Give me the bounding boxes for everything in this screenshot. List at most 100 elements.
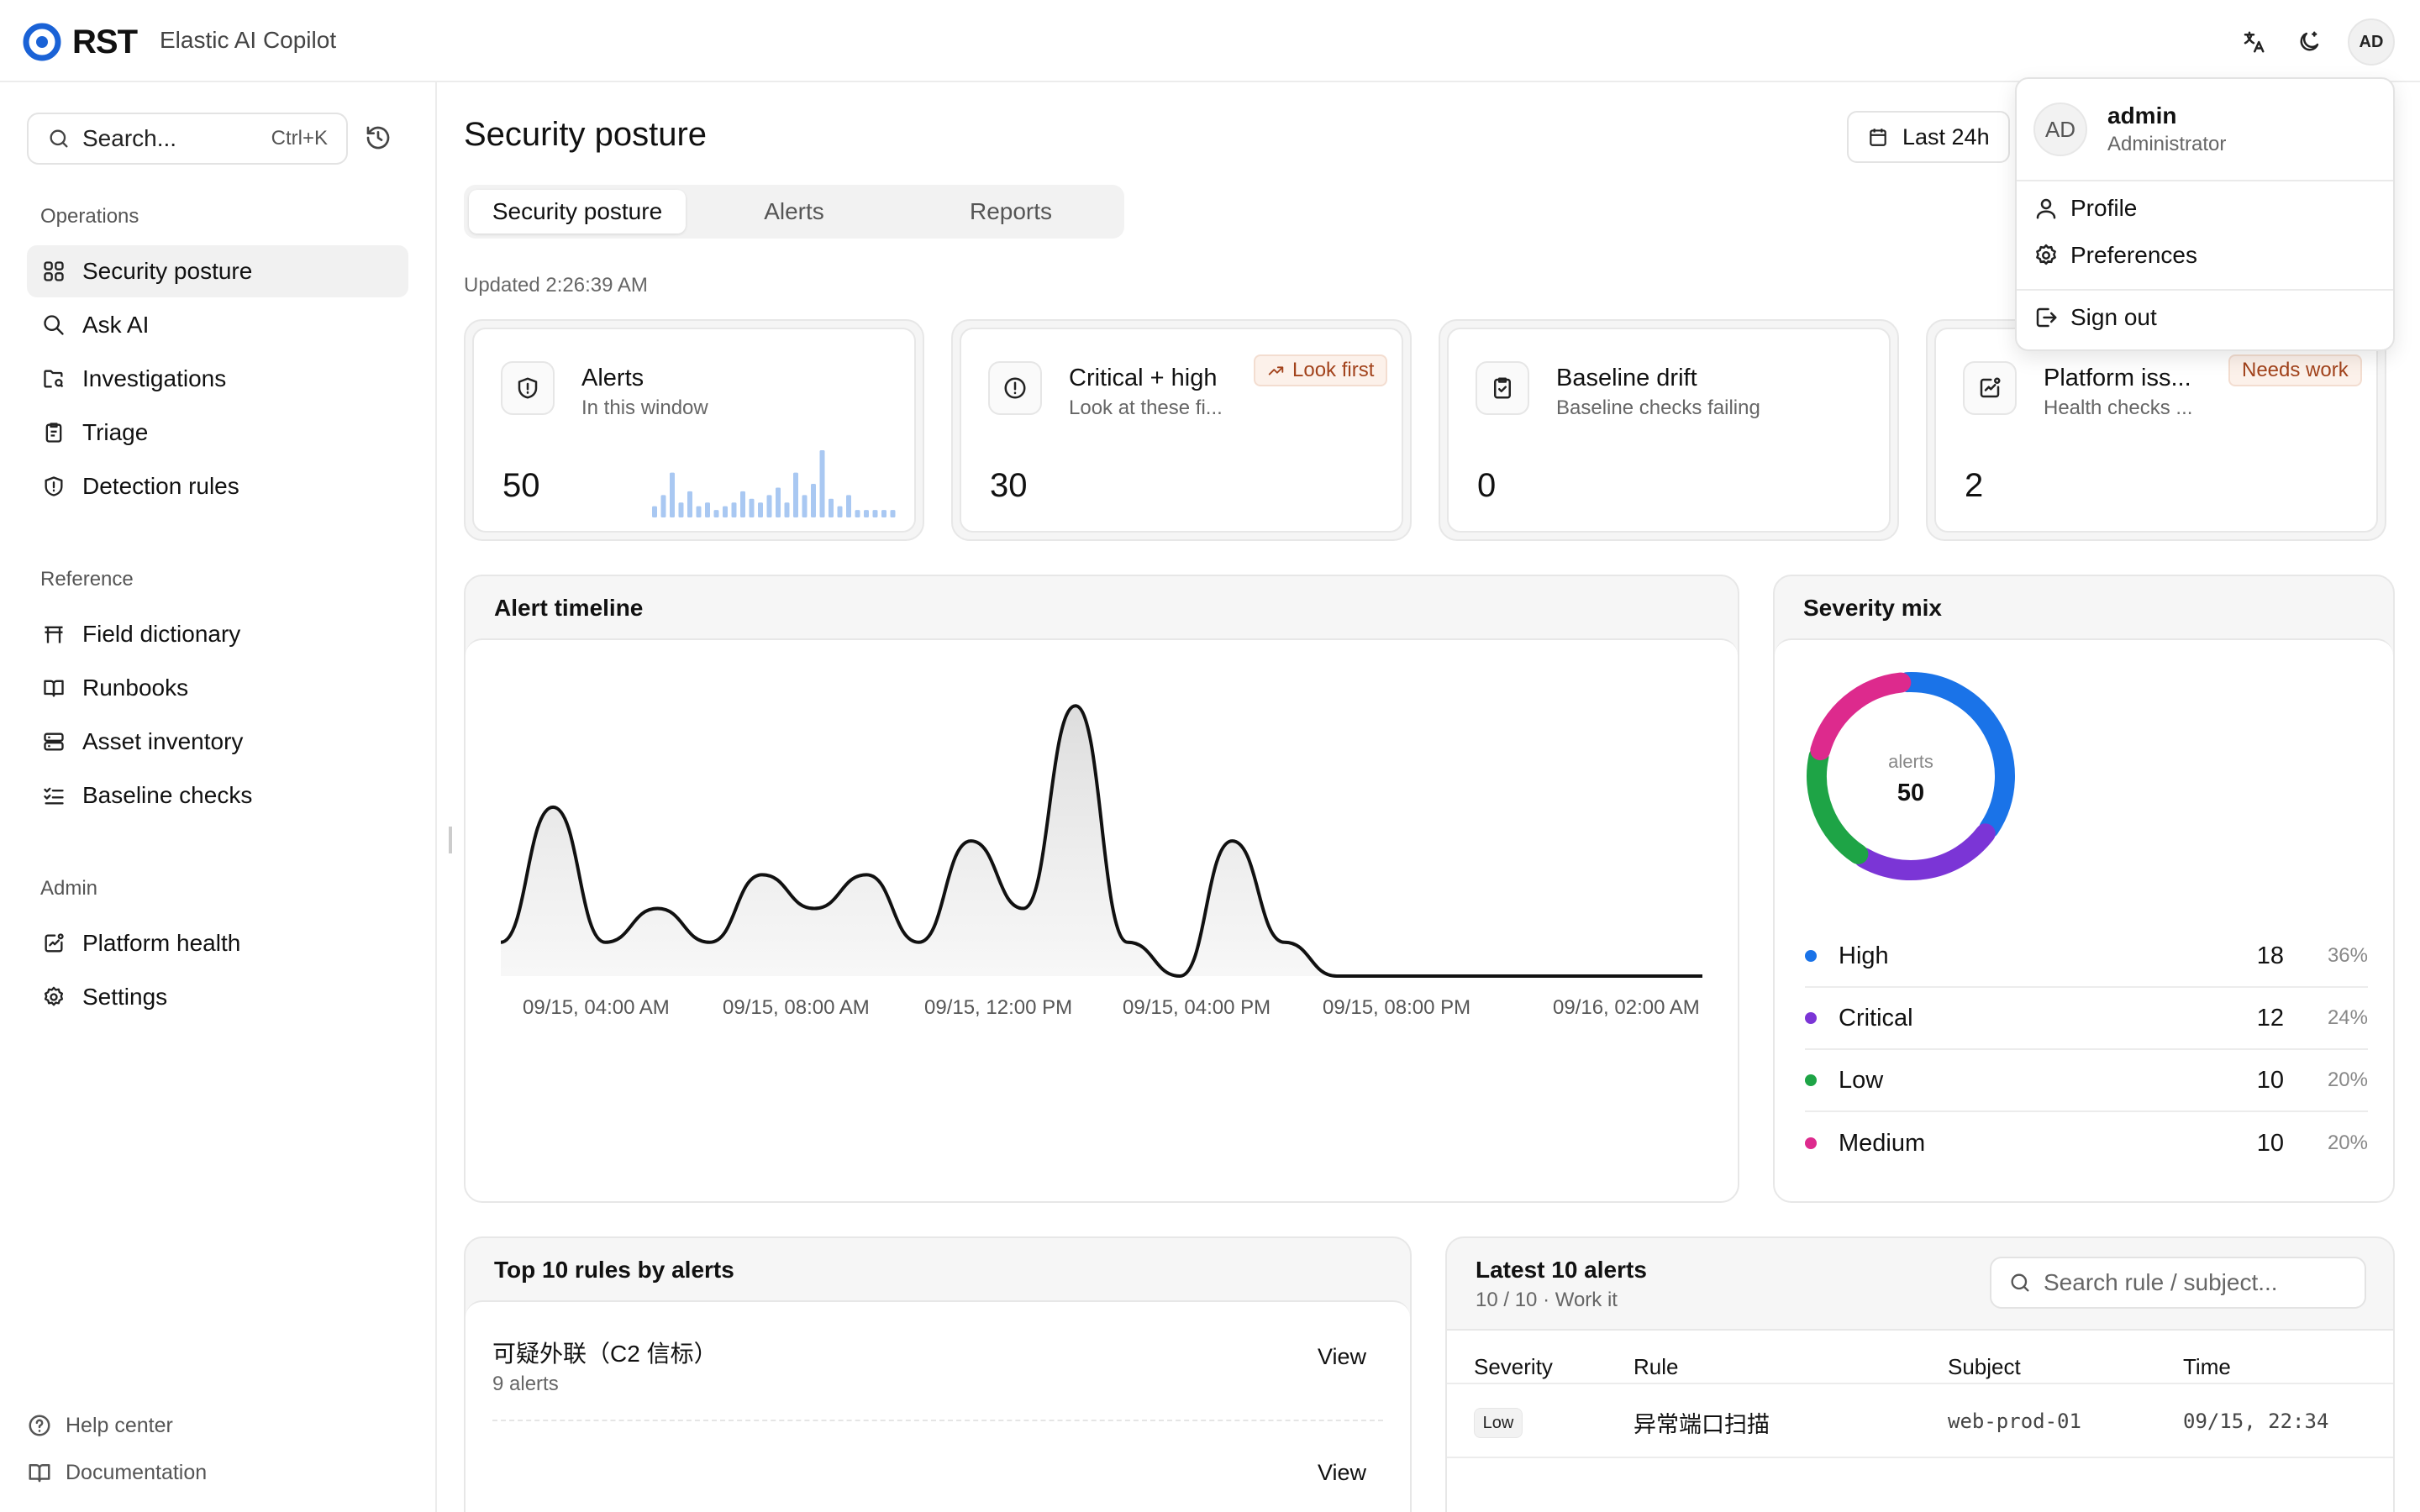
help-center-link[interactable]: Help center <box>27 1413 173 1438</box>
spark-bar <box>687 491 692 517</box>
user-icon <box>2033 196 2059 221</box>
user-menu-dropdown: AD admin Administrator Profile Preferenc… <box>2015 77 2395 351</box>
logo[interactable]: RST <box>22 20 138 64</box>
user-avatar[interactable]: AD <box>2348 18 2395 66</box>
sidebar-item-baseline-checks[interactable]: Baseline checks <box>27 769 408 822</box>
spark-bar <box>819 450 825 517</box>
column-header-rule[interactable]: Rule <box>1634 1354 1679 1379</box>
tab-security-posture[interactable]: Security posture <box>469 190 686 234</box>
kpi-subtitle: Baseline checks failing <box>1556 396 1760 419</box>
menu-item-label: Preferences <box>2070 242 2197 268</box>
avatar: AD <box>2033 102 2087 156</box>
rule-view-button[interactable]: View <box>1317 1344 1366 1369</box>
shield-alert-icon <box>501 361 555 415</box>
spark-bar <box>829 498 834 517</box>
sidebar-item-detection-rules[interactable]: Detection rules <box>27 460 408 512</box>
history-icon[interactable] <box>365 124 392 155</box>
menu-item-profile[interactable]: Profile <box>2033 195 2137 222</box>
column-header-severity[interactable]: Severity <box>1474 1354 1553 1379</box>
kpi-title: Baseline drift <box>1556 365 1697 391</box>
sidebar-item-label: Settings <box>82 984 168 1010</box>
sidebar-item-label: Triage <box>82 419 149 445</box>
kpi-title: Alerts <box>581 365 644 391</box>
column-header-subject[interactable]: Subject <box>1948 1354 2021 1379</box>
severity-count: 10 <box>2256 1129 2284 1157</box>
kpi-card-alerts[interactable]: Alerts In this window 50 <box>464 319 924 541</box>
severity-row-critical: Critical 12 24% <box>1805 988 2368 1050</box>
search-shortcut: Ctrl+K <box>271 127 328 150</box>
severity-count: 12 <box>2256 1004 2284 1032</box>
sidebar-item-triage[interactable]: Triage <box>27 407 408 459</box>
gear-icon <box>40 984 67 1011</box>
sidebar-item-asset-inventory[interactable]: Asset inventory <box>27 716 408 768</box>
sidebar-item-field-dictionary[interactable]: Field dictionary <box>27 608 408 660</box>
sidebar-item-security-posture[interactable]: Security posture <box>27 245 408 297</box>
section-label-operations: Operations <box>40 205 139 228</box>
spark-bar <box>749 498 755 517</box>
badge-label: Needs work <box>2242 359 2349 381</box>
table-row[interactable]: Low 异常端口扫描 web-prod-01 09/15, 22:34 <box>1447 1384 2393 1458</box>
theme-toggle-icon[interactable] <box>2291 24 2328 60</box>
x-tick-label: 09/15, 08:00 AM <box>723 996 870 1019</box>
rule-alert-count: 9 alerts <box>492 1373 559 1395</box>
look-first-badge: Look first <box>1254 354 1388 386</box>
documentation-link[interactable]: Documentation <box>27 1460 207 1485</box>
donut-slice-critical[interactable] <box>1854 823 1996 880</box>
column-header-time[interactable]: Time <box>2183 1354 2231 1379</box>
translate-icon[interactable] <box>2235 24 2272 60</box>
sidebar-search[interactable]: Search... Ctrl+K <box>27 113 348 165</box>
donut-center-value: 50 <box>1897 780 1925 806</box>
gear-icon <box>2033 243 2059 268</box>
spark-bar <box>855 510 860 517</box>
app-name: Elastic AI Copilot <box>160 27 337 53</box>
spark-bar <box>740 491 745 517</box>
sidebar-item-settings[interactable]: Settings <box>27 971 408 1023</box>
severity-name: High <box>1839 942 1889 969</box>
severity-row-low: Low 10 20% <box>1805 1050 2368 1112</box>
menu-item-preferences[interactable]: Preferences <box>2033 242 2197 269</box>
sidebar-item-ask-ai[interactable]: Ask AI <box>27 299 408 351</box>
tab-reports[interactable]: Reports <box>969 198 1053 224</box>
kpi-title: Platform iss... <box>2044 365 2191 391</box>
severity-dot <box>1805 1012 1817 1024</box>
tab-alerts[interactable]: Alerts <box>764 198 824 224</box>
grid-icon <box>40 258 67 285</box>
spark-bar <box>670 472 675 517</box>
sidebar-item-runbooks[interactable]: Runbooks <box>27 662 408 714</box>
sidebar-item-platform-health[interactable]: Platform health <box>27 917 408 969</box>
kpi-card-critical-high[interactable]: Critical + high Look at these fi... 30 L… <box>951 319 1412 541</box>
top-rules-panel: Top 10 rules by alerts 可疑外联（C2 信标） 9 ale… <box>464 1236 1412 1512</box>
alerts-search-input[interactable]: Search rule / subject... <box>1990 1257 2366 1309</box>
logo-mark-icon <box>23 23 61 61</box>
severity-name: Medium <box>1839 1129 1926 1157</box>
x-tick-label: 09/15, 04:00 PM <box>1123 996 1271 1019</box>
spark-bar <box>652 506 657 517</box>
sidebar-item-label: Runbooks <box>82 675 189 701</box>
rule-view-button[interactable]: View <box>1317 1460 1366 1485</box>
alert-rule: 异常端口扫描 <box>1634 1412 1770 1437</box>
spark-bar <box>660 495 666 517</box>
spark-bar <box>784 502 790 517</box>
alerts-sparkline <box>652 450 896 517</box>
kpi-card-platform-issues[interactable]: Platform iss... Health checks ... 2 Need… <box>1926 319 2386 541</box>
severity-badge: Low <box>1474 1408 1523 1438</box>
alerts-search-placeholder: Search rule / subject... <box>2044 1269 2278 1295</box>
book-icon <box>27 1460 52 1485</box>
book-icon <box>40 675 67 701</box>
kpi-card-baseline-drift[interactable]: Baseline drift Baseline checks failing 0 <box>1439 319 1899 541</box>
server-icon <box>40 728 67 755</box>
x-tick-label: 09/15, 12:00 PM <box>924 996 1073 1019</box>
donut-slice-medium[interactable] <box>1810 672 1912 761</box>
donut-slice-low[interactable] <box>1807 746 1869 864</box>
severity-pct: 20% <box>2327 1131 2368 1154</box>
panel-title: Severity mix <box>1803 595 1942 621</box>
menu-item-sign-out[interactable]: Sign out <box>2033 304 2157 331</box>
spark-bar <box>723 506 728 517</box>
sidebar-item-investigations[interactable]: Investigations <box>27 353 408 405</box>
table-icon <box>40 621 67 648</box>
spark-bar <box>776 487 781 517</box>
donut-slice-high[interactable] <box>1897 672 2015 838</box>
sidebar-resize-handle[interactable] <box>449 827 452 853</box>
time-range-button[interactable]: Last 24h <box>1847 111 2010 163</box>
severity-count: 18 <box>2256 942 2284 969</box>
